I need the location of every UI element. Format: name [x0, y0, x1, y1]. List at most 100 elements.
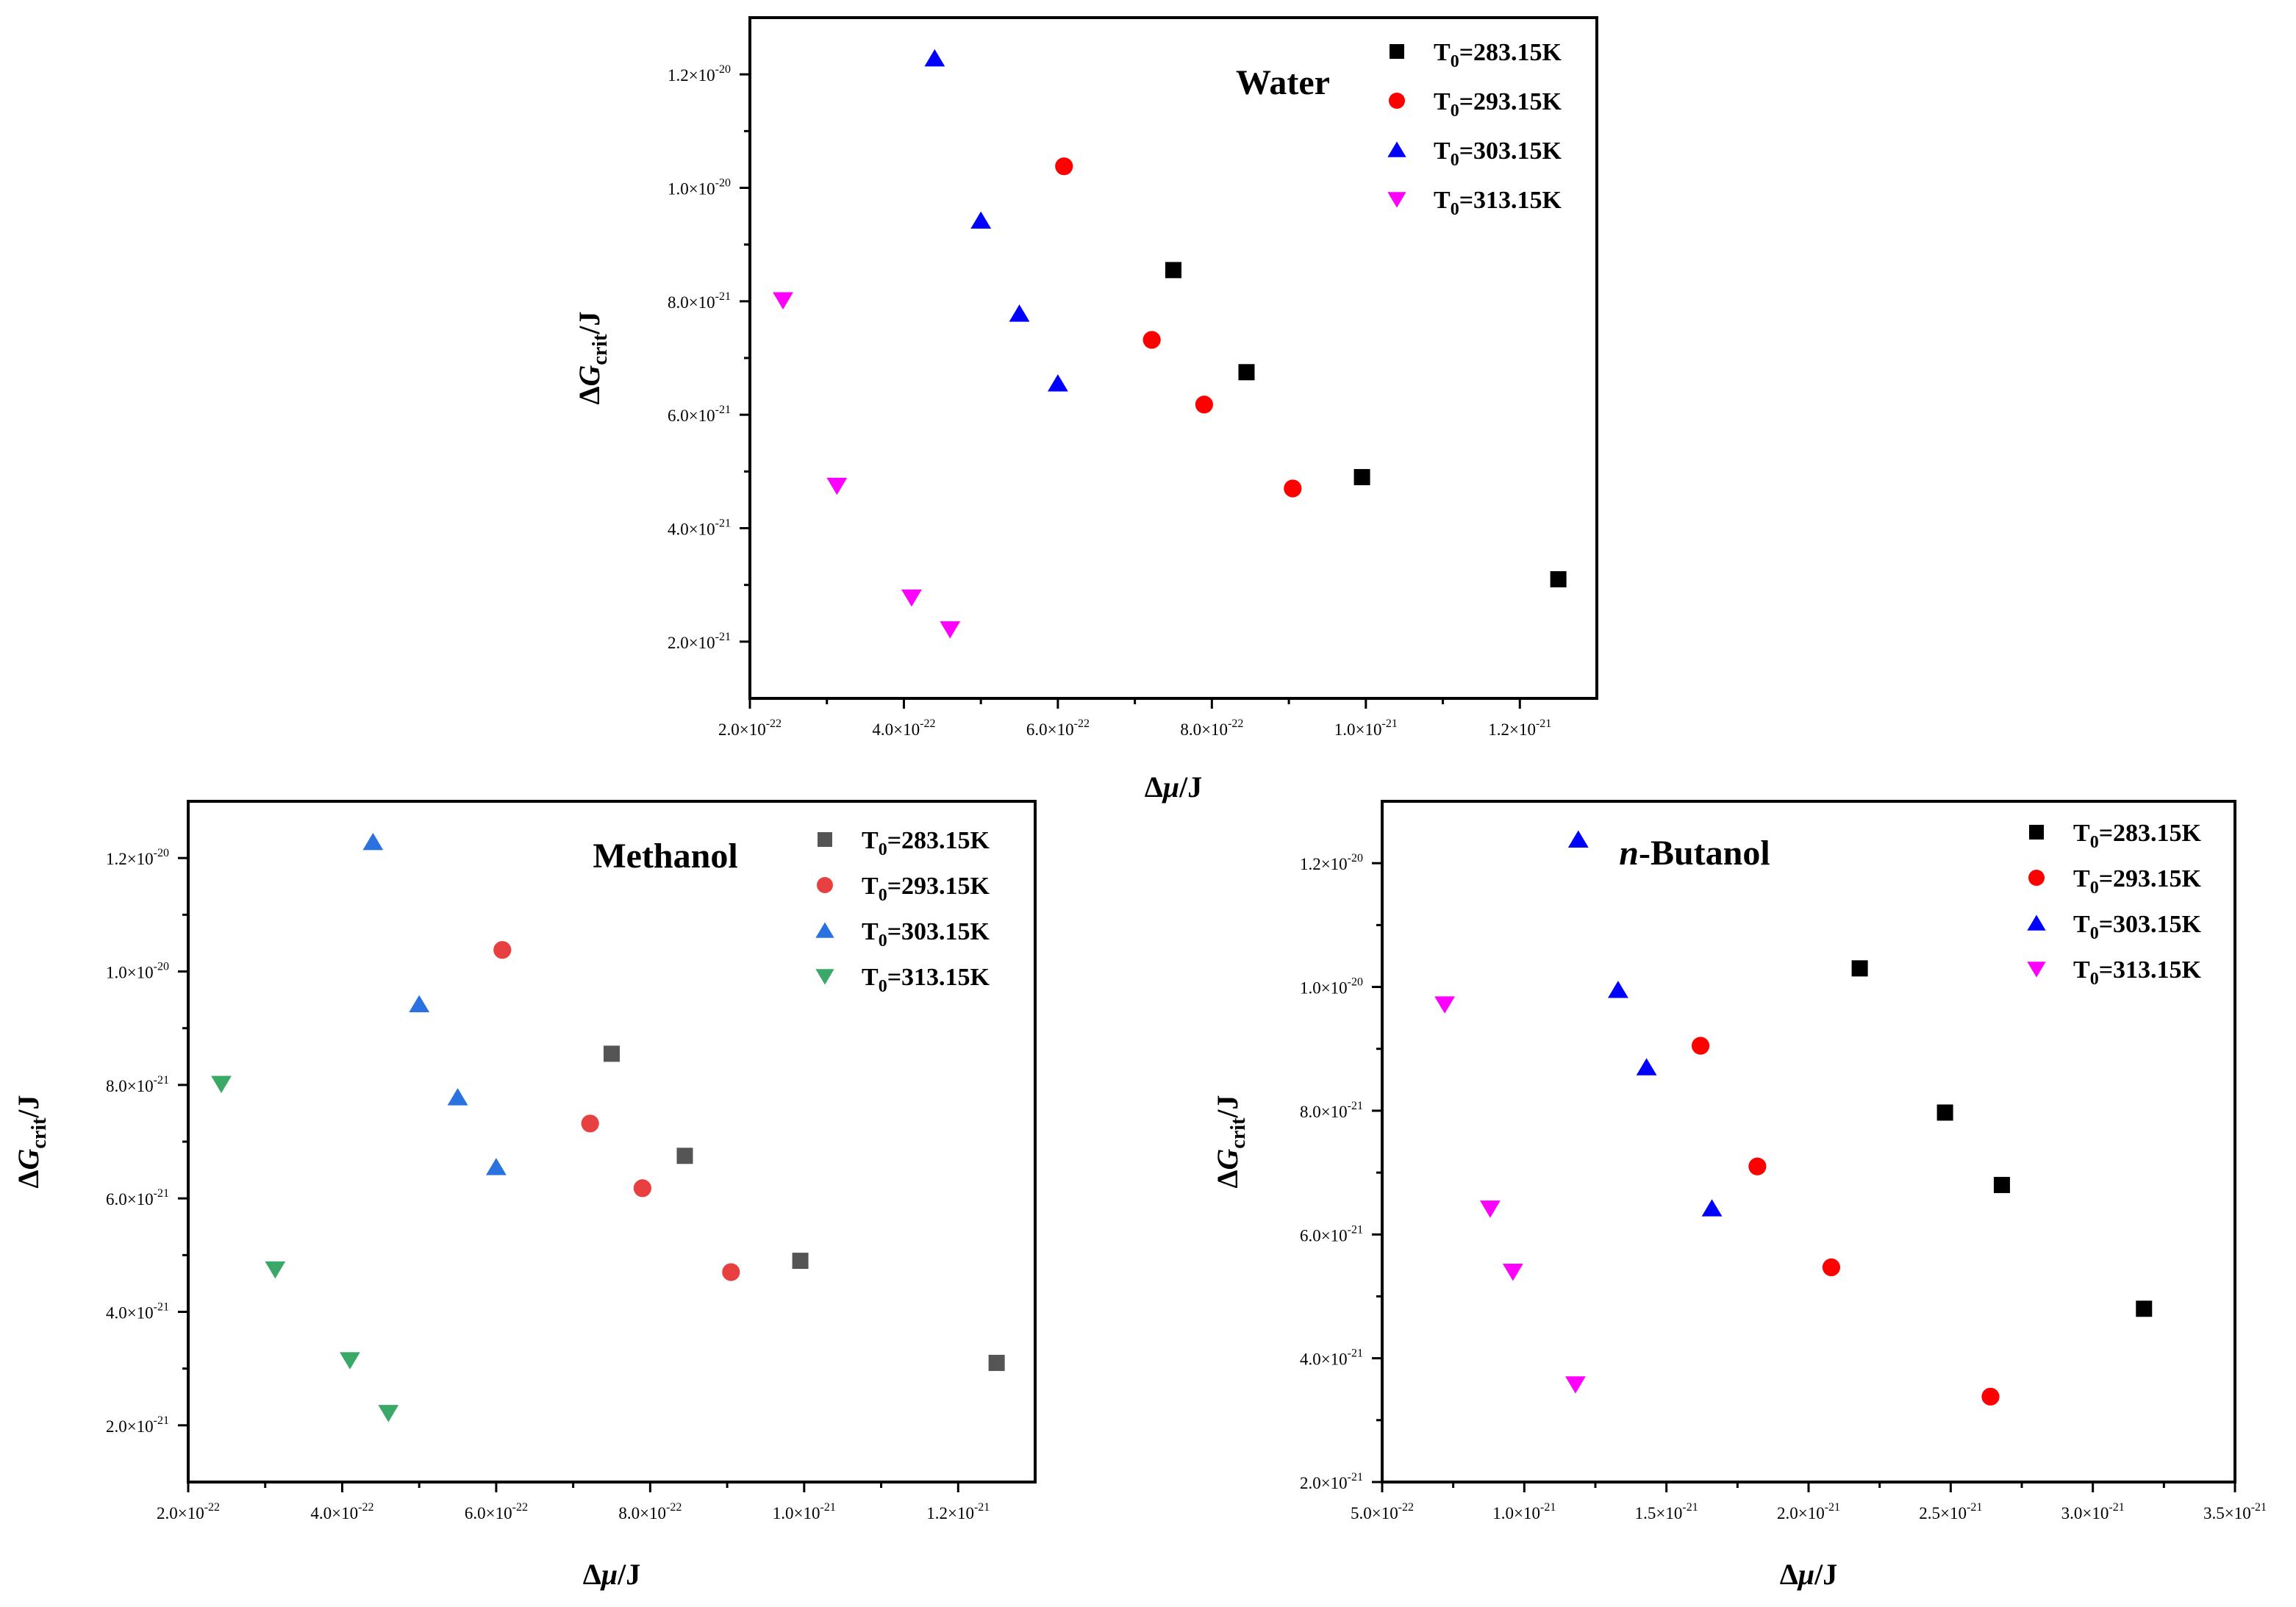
y-tick-label: 8.0×10-21: [106, 1074, 169, 1095]
data-point: [409, 995, 430, 1013]
y-tick-label: 4.0×10-21: [106, 1301, 169, 1323]
y-tick-label: 1.2×10-20: [1300, 852, 1363, 873]
panel-title: Water: [1236, 63, 1330, 102]
chart-panel-3: 5.0×10-22 1.0×10-21 1.5×10-21 2.0×10-21 2.5×…: [1211, 800, 2267, 1591]
legend-label: T0=283.15K: [1434, 39, 1562, 71]
y-tick-label: 1.2×10-20: [106, 847, 169, 868]
data-point: [1565, 1376, 1586, 1394]
data-point: [1701, 1199, 1723, 1217]
data-point: [1480, 1200, 1501, 1218]
y-axis-title: ΔGcrit/J: [1211, 1095, 1250, 1188]
x-tick-label: 3.0×10-21: [2061, 1501, 2125, 1522]
data-point: [265, 1261, 286, 1279]
x-tick-label: 6.0×10-22: [465, 1501, 528, 1522]
data-point: [1608, 981, 1628, 998]
series-T0=303.15K: [1567, 830, 1723, 1217]
y-tick-label: 4.0×10-21: [668, 518, 731, 539]
data-point: [988, 1354, 1005, 1371]
data-point: [1993, 1176, 2010, 1193]
data-point: [1434, 996, 1455, 1014]
data-point: [211, 1075, 232, 1093]
data-point: [604, 1045, 620, 1062]
legend-label: T0=313.15K: [862, 964, 990, 996]
data-point: [493, 941, 512, 959]
plot-frame: [187, 800, 1037, 1483]
y-axis-title: ΔGcrit/J: [573, 311, 612, 404]
data-point: [1748, 1157, 1767, 1175]
legend-label: T0=303.15K: [1434, 137, 1562, 170]
x-tick-label: 1.2×10-21: [926, 1501, 990, 1522]
y-tick-label: 1.0×10-20: [668, 177, 731, 198]
legend-marker: [2028, 870, 2045, 886]
legend-marker: [2027, 962, 2046, 978]
chart-panel-1: 2.0×10-22 4.0×10-22 6.0×10-22 8.0×10-22 1.0×…: [573, 16, 1598, 804]
x-tick-label: 6.0×10-22: [1026, 717, 1090, 739]
data-point: [1936, 1104, 1953, 1121]
y-tick-label: 6.0×10-21: [106, 1187, 169, 1209]
legend-marker: [815, 969, 834, 985]
data-point: [1353, 469, 1370, 486]
legend: T0=283.15K T0=293.15K T0=303.15K T0=313.15K: [2027, 820, 2202, 989]
legend: T0=283.15K T0=293.15K T0=303.15K T0=313.15K: [815, 827, 990, 996]
series-T0=303.15K: [924, 49, 1068, 392]
data-point: [633, 1179, 651, 1198]
data-point: [340, 1352, 360, 1370]
data-point: [940, 621, 961, 639]
data-point: [1550, 570, 1567, 587]
data-point: [485, 1158, 507, 1175]
x-axis-title: Δμ/J: [583, 1558, 640, 1591]
legend-label: T0=293.15K: [1434, 88, 1562, 121]
data-point: [1142, 331, 1161, 349]
x-tick-label: 4.0×10-22: [310, 1501, 373, 1522]
data-point: [773, 292, 793, 309]
series-T0=283.15K: [1851, 960, 2153, 1317]
y-tick-label: 6.0×10-21: [1300, 1223, 1363, 1245]
data-point: [1567, 830, 1589, 848]
y-tick-label: 6.0×10-21: [668, 404, 731, 425]
legend-marker: [1387, 192, 1406, 208]
legend: T0=283.15K T0=293.15K T0=303.15K T0=313.15K: [1387, 39, 1562, 219]
series-T0=313.15K: [1434, 996, 1586, 1394]
x-tick-label: 1.2×10-21: [1488, 717, 1551, 739]
legend-marker: [818, 832, 832, 847]
data-point: [676, 1148, 693, 1164]
x-tick-label: 1.0×10-21: [1492, 1501, 1556, 1522]
y-tick-label: 2.0×10-21: [1300, 1471, 1363, 1492]
x-tick-label: 8.0×10-22: [618, 1501, 682, 1522]
legend-label: T0=293.15K: [862, 873, 990, 905]
data-point: [1238, 364, 1255, 381]
data-point: [1055, 157, 1073, 176]
legend-label: T0=313.15K: [2073, 956, 2202, 989]
y-tick-label: 4.0×10-21: [1300, 1347, 1363, 1369]
legend-marker: [2029, 825, 2044, 840]
data-point: [1165, 262, 1181, 279]
data-point: [1009, 304, 1030, 322]
chart-panel-2: 2.0×10-22 4.0×10-22 6.0×10-22 8.0×10-22 1.0×…: [12, 800, 1037, 1591]
plot-frame: [748, 16, 1598, 700]
data-point: [1851, 960, 1868, 977]
panel-title: Methanol: [593, 837, 737, 876]
series-T0=313.15K: [211, 1075, 399, 1422]
x-tick-label: 2.0×10-21: [1777, 1501, 1840, 1522]
y-tick-label: 8.0×10-21: [1300, 1100, 1363, 1121]
data-point: [826, 477, 848, 495]
x-tick-label: 4.0×10-22: [872, 717, 935, 739]
x-tick-label: 2.5×10-21: [1919, 1501, 1982, 1522]
y-tick-label: 1.0×10-20: [106, 961, 169, 982]
y-tick-label: 1.0×10-20: [1300, 976, 1363, 998]
series-T0=293.15K: [1691, 1037, 2000, 1406]
data-point: [362, 832, 384, 851]
data-point: [378, 1405, 399, 1422]
x-tick-label: 1.5×10-21: [1635, 1501, 1698, 1522]
data-point: [1636, 1058, 1657, 1075]
data-point: [1284, 479, 1302, 498]
x-tick-label: 2.0×10-22: [718, 717, 782, 739]
data-point: [1047, 374, 1068, 392]
data-point: [722, 1263, 740, 1281]
legend-label: T0=313.15K: [1434, 187, 1562, 219]
legend-marker: [815, 922, 834, 938]
x-tick-label: 1.0×10-21: [773, 1501, 836, 1522]
series-T0=303.15K: [362, 832, 507, 1175]
legend-label: T0=303.15K: [862, 918, 990, 951]
